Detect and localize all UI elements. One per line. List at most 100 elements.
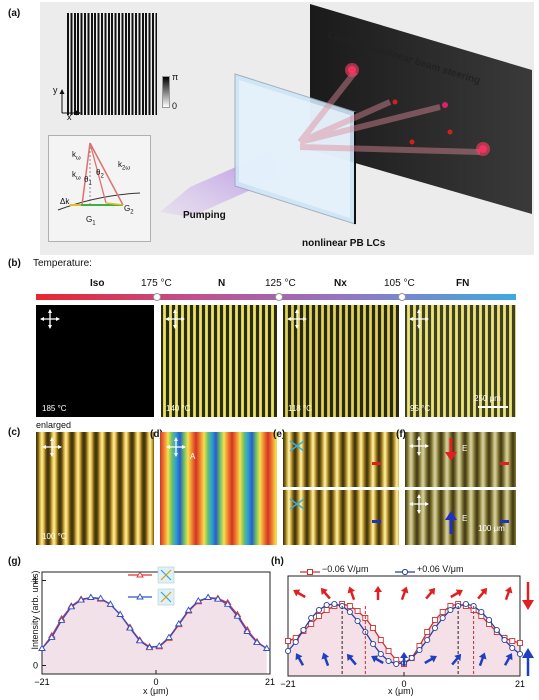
crossed-polarizer-icon <box>42 437 62 457</box>
panel-label-c: (c) <box>8 427 21 438</box>
phase-iso: Iso <box>90 278 105 289</box>
data-point <box>300 626 307 634</box>
director-arrow-blue <box>371 655 384 665</box>
device-label: nonlinear PB LCs <box>302 238 386 249</box>
chart-g: −21 0 21 0 1 <box>33 566 275 687</box>
director-arrow-blue <box>478 652 487 667</box>
inset-g2: G2 <box>124 204 134 216</box>
data-point <box>516 650 524 658</box>
micrograph-enlarged <box>36 432 154 545</box>
phase-matching-inset <box>48 135 151 242</box>
data-point <box>315 606 322 614</box>
data-point <box>285 638 291 644</box>
data-point <box>184 606 193 613</box>
panel-label-a: (a) <box>8 8 21 19</box>
director-arrow-red <box>320 587 331 600</box>
data-point <box>346 603 353 609</box>
legend-marker <box>136 571 144 578</box>
director-arrow-blue <box>295 653 305 666</box>
data-point <box>155 642 164 649</box>
micrograph-e-top <box>283 432 399 487</box>
inset-delta-k: Δk <box>60 197 70 206</box>
phase-fn: FN <box>456 278 470 289</box>
micrograph-nx <box>283 305 399 417</box>
chart-g-xlabel: x (μm) <box>143 686 169 696</box>
red-marker-f <box>500 462 509 465</box>
director-arrow-head <box>293 589 301 597</box>
temp-label-95: 95 °C <box>410 404 431 413</box>
field-arrow-down-icon <box>522 600 534 610</box>
chart-g-ylabel: Intensity (arb. units) <box>30 570 40 650</box>
legend-h-neg: −0.06 V/μm <box>322 564 369 574</box>
data-point <box>354 617 361 625</box>
phase-scale-min: 0 <box>172 101 178 111</box>
data-point <box>253 638 261 646</box>
phase-scale-max: π <box>172 72 179 82</box>
inset-theta1: θ1 <box>84 175 92 187</box>
panel-label-e: (e) <box>273 429 286 440</box>
transition-175: 175 °C <box>141 278 172 289</box>
data-point <box>284 647 292 655</box>
series-area-fill <box>42 597 267 674</box>
director-arrow-head <box>400 652 408 658</box>
director-arrow-head <box>371 655 379 663</box>
director-arrow-red <box>450 589 463 599</box>
panel-label-g: (g) <box>8 556 21 567</box>
data-point <box>439 609 446 615</box>
data-point <box>439 614 446 622</box>
crossed-polarizer-icon <box>409 309 429 329</box>
field-arrow-down-icon <box>445 438 457 461</box>
data-point <box>346 608 353 616</box>
temp-label-118: 118 °C <box>288 404 312 413</box>
director-arrow-blue <box>321 652 330 667</box>
micrograph-e-bottom <box>283 490 399 545</box>
director-arrow-head <box>504 586 513 594</box>
director-arrow-head <box>374 586 382 592</box>
transition-marker-1 <box>153 293 161 301</box>
crossed-polarizer-icon <box>287 309 307 329</box>
x-tick-label: 21 <box>515 679 525 689</box>
micrograph-n <box>161 305 277 417</box>
data-point <box>370 640 377 648</box>
data-point <box>370 625 377 631</box>
inset-k-omega-1: kω <box>72 150 81 162</box>
scale-bar-250: 250 μm <box>474 394 501 403</box>
data-point <box>462 600 469 608</box>
data-point <box>501 636 508 644</box>
data-point <box>233 612 242 619</box>
crossed-polarizer-icon <box>165 309 185 329</box>
data-point <box>223 600 232 607</box>
director-arrow-red <box>504 586 513 601</box>
crossed-polarizer-icon <box>40 309 60 329</box>
x-tick-label: −21 <box>280 679 295 689</box>
temp-label-140: 140 °C <box>166 404 191 413</box>
legend-h-pos: +0.06 V/μm <box>417 564 464 574</box>
micrograph-phase-map <box>160 432 277 545</box>
temp-label-185: 185 °C <box>42 404 67 413</box>
panel-label-d: (d) <box>150 429 163 440</box>
pumping-label: Pumping <box>183 210 226 221</box>
director-arrow-head <box>295 653 303 661</box>
director-arrow-head <box>321 652 330 660</box>
data-point <box>478 608 485 616</box>
crossed-polarizer-icon <box>409 436 429 456</box>
data-point <box>323 601 330 609</box>
enlarged-caption: enlarged <box>36 420 72 430</box>
inset-k-omega-2: kω <box>72 170 81 182</box>
crossed-polarizer-icon <box>166 437 186 457</box>
data-point <box>47 633 56 640</box>
field-label-top: E <box>462 444 468 453</box>
director-arrow-head <box>455 589 463 597</box>
data-point <box>165 633 173 640</box>
phase-n: N <box>218 278 226 289</box>
director-arrow-head <box>347 586 356 594</box>
data-point <box>145 643 154 651</box>
director-arrow-red <box>400 586 409 601</box>
field-arrow-up-icon <box>522 648 534 658</box>
data-point <box>408 654 415 662</box>
data-point <box>96 594 105 601</box>
data-point <box>292 638 299 646</box>
scale-bar-line-250 <box>478 406 508 408</box>
transition-125: 125 °C <box>265 278 296 289</box>
data-point <box>424 629 431 635</box>
